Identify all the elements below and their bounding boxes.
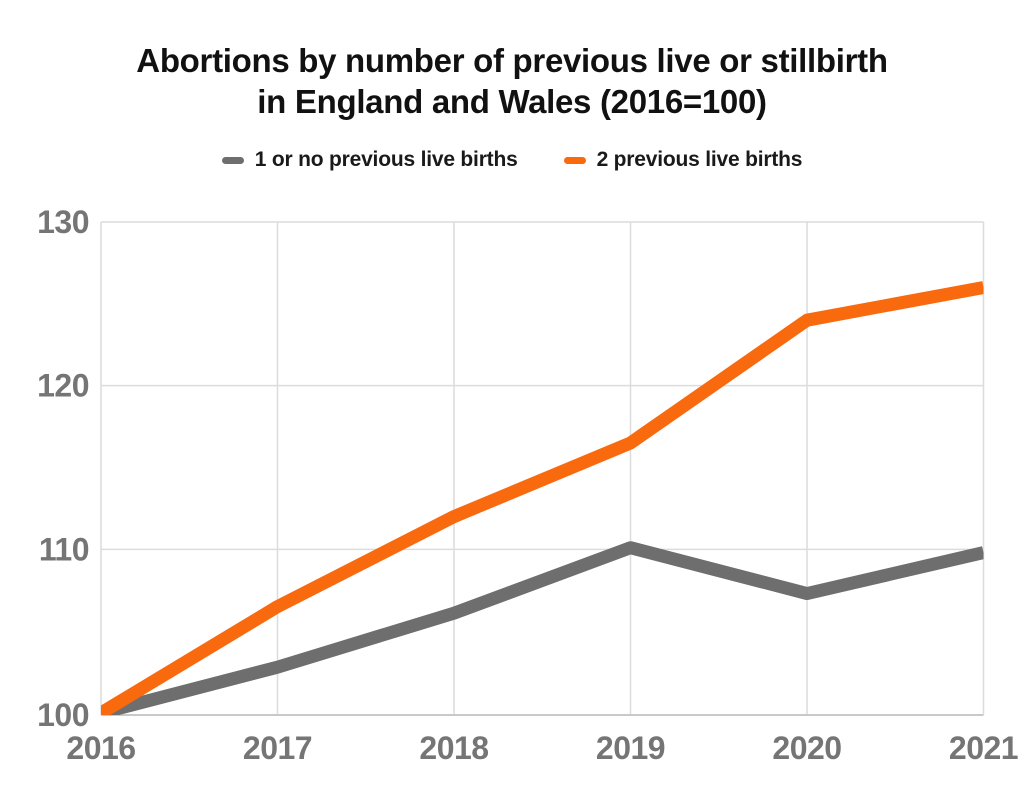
chart-title-line-1: Abortions by number of previous live or … [136,42,888,79]
x-tick-label-2020: 2020 [772,730,841,766]
y-tick-label-100: 100 [37,697,89,733]
y-tick-label-120: 120 [37,368,89,404]
x-tick-label-2018: 2018 [419,730,488,766]
x-tick-label-2021: 2021 [949,730,1018,766]
legend-swatch-gray [221,156,244,164]
x-tick-label-2017: 2017 [243,730,312,766]
y-tick-label-110: 110 [39,531,89,567]
legend-item-1-or-no-previous: 1 or no previous live births [221,148,518,172]
x-tick-label-2016: 2016 [66,730,135,766]
x-tick-label-2019: 2019 [596,730,665,766]
y-tick-label-130: 130 [37,204,89,240]
legend-label: 1 or no previous live births [254,148,518,171]
legend-swatch-orange [563,156,586,164]
legend-item-2-previous: 2 previous live births [563,148,803,172]
series-line-1 [101,281,984,715]
chart-title: Abortions by number of previous live or … [0,40,1024,122]
legend-label: 2 previous live births [596,148,803,171]
chart-title-line-2: in England and Wales (2016=100) [257,83,767,120]
legend: 1 or no previous live births 2 previous … [0,148,1024,172]
series-line-0 [101,541,984,715]
